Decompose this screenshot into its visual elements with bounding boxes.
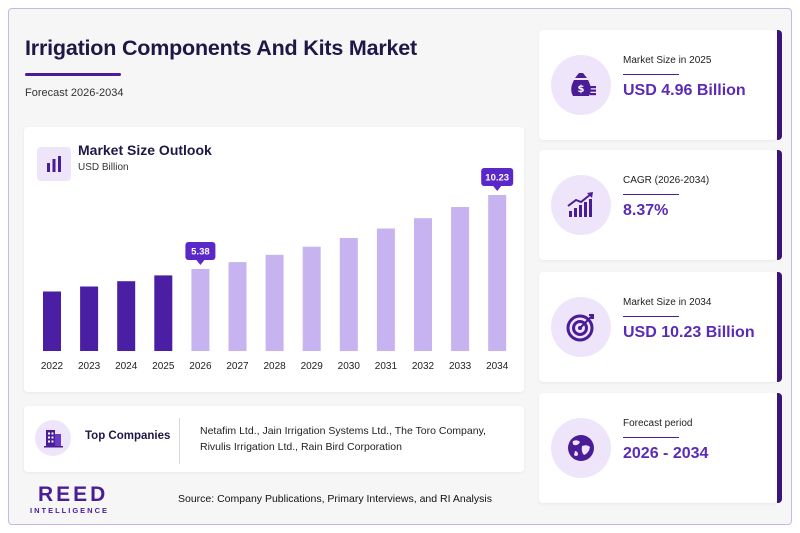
globe-icon xyxy=(551,418,611,478)
x-tick-label: 2031 xyxy=(375,361,398,372)
source-note: Source: Company Publications, Primary In… xyxy=(178,493,492,505)
stat-card-market-size-2034: Market Size in 2034 USD 10.23 Billion xyxy=(539,272,782,382)
stat-value: 8.37% xyxy=(623,202,669,219)
x-tick-label: 2032 xyxy=(412,361,435,372)
bar-2026 xyxy=(191,269,210,351)
bar-2027 xyxy=(228,262,247,351)
data-label-text: 5.38 xyxy=(191,247,210,258)
chart-card: 2022 2023 2024 2025 2026 2027 2028 2029 2030 2031… xyxy=(24,127,524,392)
logo-wordmark: REED xyxy=(38,483,109,506)
stat-label: Forecast period xyxy=(623,418,693,429)
x-tick-label: 2030 xyxy=(338,361,361,372)
stat-label: Market Size in 2025 xyxy=(623,55,712,66)
x-tick-label: 2022 xyxy=(41,361,64,372)
bar-2024 xyxy=(117,281,136,351)
building-icon xyxy=(35,420,71,456)
title-underline xyxy=(25,73,121,76)
chart-title: Market Size Outlook xyxy=(78,142,212,158)
chart-unit: USD Billion xyxy=(78,162,129,173)
bar-2034 xyxy=(488,195,507,351)
bar-2025 xyxy=(154,275,173,351)
page-title: Irrigation Components And Kits Market xyxy=(25,36,417,60)
stat-value: USD 10.23 Billion xyxy=(623,324,755,341)
bar-chart: 2022 2023 2024 2025 2026 2027 2028 2029 2030 2031… xyxy=(41,168,514,372)
bar-2030 xyxy=(339,238,358,351)
bar-2033 xyxy=(451,207,470,351)
bar-2022 xyxy=(43,291,61,351)
stat-card-forecast-period: Forecast period 2026 - 2034 xyxy=(539,393,782,503)
stat-label: CAGR (2026-2034) xyxy=(623,175,710,186)
page-subtitle: Forecast 2026-2034 xyxy=(25,87,124,99)
bar-2031 xyxy=(376,228,395,351)
x-tick-label: 2027 xyxy=(226,361,249,372)
bar-chart-icon xyxy=(37,147,71,181)
x-tick-label: 2034 xyxy=(486,361,509,372)
target-icon xyxy=(551,297,611,357)
money-bag-icon: $ xyxy=(551,55,611,115)
x-tick-label: 2029 xyxy=(301,361,324,372)
bar-2032 xyxy=(414,218,432,351)
top-companies-label: Top Companies xyxy=(85,430,171,442)
data-label-2034: 10.23 xyxy=(481,168,514,191)
stat-divider xyxy=(623,316,679,317)
growth-chart-icon xyxy=(551,175,611,235)
stat-value: 2026 - 2034 xyxy=(623,445,709,462)
x-tick-label: 2028 xyxy=(263,361,286,372)
stat-divider xyxy=(623,74,679,75)
x-tick-label: 2025 xyxy=(152,361,175,372)
divider xyxy=(179,418,180,464)
top-companies-list: Netafim Ltd., Jain Irrigation Systems Lt… xyxy=(200,425,486,453)
bar-2028 xyxy=(265,254,284,351)
stat-divider xyxy=(623,194,679,195)
data-label-2026: 5.38 xyxy=(185,242,216,265)
stat-card-cagr: CAGR (2026-2034) 8.37% xyxy=(539,150,782,260)
bar-2023 xyxy=(80,286,99,351)
stat-value: USD 4.96 Billion xyxy=(623,82,746,99)
x-tick-label: 2023 xyxy=(78,361,101,372)
stat-divider xyxy=(623,437,679,438)
x-tick-label: 2024 xyxy=(115,361,138,372)
top-companies-card: Top Companies Netafim Ltd., Jain Irrigat… xyxy=(24,406,524,472)
x-tick-label: 2033 xyxy=(449,361,472,372)
stat-card-market-size-2025: $ Market Size in 2025 USD 4.96 Billion xyxy=(539,30,782,140)
stat-label: Market Size in 2034 xyxy=(623,297,712,308)
x-tick-label: 2026 xyxy=(189,361,212,372)
data-label-text: 10.23 xyxy=(485,173,509,184)
bar-2029 xyxy=(302,246,321,351)
svg-text:$: $ xyxy=(578,84,585,95)
logo-tagline: INTELLIGENCE xyxy=(30,506,110,515)
